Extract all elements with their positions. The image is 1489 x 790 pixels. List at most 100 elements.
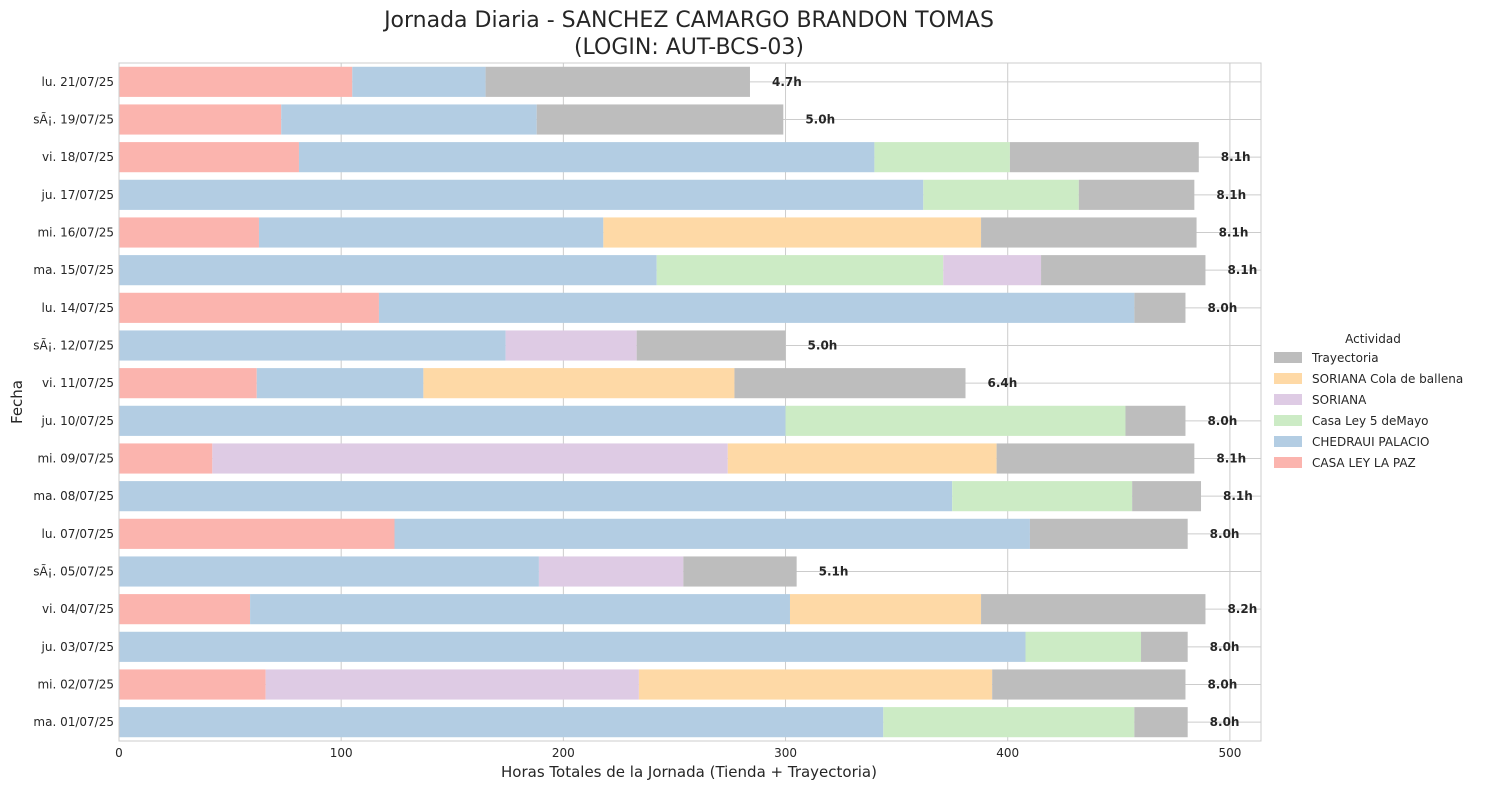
bar-total-label: 5.0h <box>808 339 838 353</box>
x-tick-label: 300 <box>774 746 797 760</box>
bar-segment <box>119 556 539 587</box>
bar-segment <box>996 443 1195 474</box>
bar-segment <box>119 104 282 135</box>
bar-segment <box>727 443 997 474</box>
legend-label: CASA LEY LA PAZ <box>1312 456 1416 470</box>
bar-total-label: 8.2h <box>1227 602 1257 616</box>
bar-segment <box>1134 292 1186 323</box>
bar-total-label: 8.0h <box>1210 640 1240 654</box>
bar-segment <box>119 179 924 210</box>
bar-segment <box>656 255 944 286</box>
bar-segment <box>119 368 257 399</box>
y-tick-label: sÃ¡. 05/07/25 <box>33 564 114 579</box>
y-tick-label: mi. 16/07/25 <box>37 226 114 240</box>
legend-swatch <box>1274 436 1302 447</box>
bar-segment <box>785 405 1126 436</box>
bar-segment <box>1078 179 1195 210</box>
x-tick-label: 200 <box>552 746 575 760</box>
bar-segment <box>789 594 982 625</box>
legend-swatch <box>1274 394 1302 405</box>
bar-segment <box>734 368 966 399</box>
bar-segment <box>638 669 993 700</box>
bar-segment <box>603 217 982 248</box>
bar-segment <box>981 217 1197 248</box>
y-tick-label: lu. 07/07/25 <box>42 527 114 541</box>
legend-swatch <box>1274 457 1302 468</box>
bar-total-label: 8.1h <box>1223 489 1253 503</box>
y-tick-label: ju. 03/07/25 <box>41 640 114 654</box>
bar-segment <box>874 142 1010 173</box>
bar-segment <box>119 518 395 549</box>
bar-segment <box>1132 481 1202 512</box>
legend-swatch <box>1274 352 1302 363</box>
legend-label: SORIANA Cola de ballena <box>1312 372 1463 386</box>
legend-label: CHEDRAUI PALACIO <box>1312 435 1429 449</box>
bar-segment <box>119 142 299 173</box>
y-tick-label: mi. 09/07/25 <box>37 452 114 466</box>
x-tick-label: 500 <box>1218 746 1241 760</box>
y-tick-label: lu. 14/07/25 <box>42 301 114 315</box>
bar-segment <box>1025 631 1142 662</box>
bar-segment <box>265 669 639 700</box>
y-tick-label: vi. 11/07/25 <box>42 376 114 390</box>
bar-segment <box>281 104 537 135</box>
y-tick-label: ju. 17/07/25 <box>41 188 114 202</box>
bar-segment <box>378 292 1135 323</box>
bar-segment <box>250 594 790 625</box>
y-tick-label: sÃ¡. 12/07/25 <box>33 338 114 353</box>
bar-total-label: 6.4h <box>988 376 1018 390</box>
legend: Actividad Trayectoria SORIANA Cola de bal… <box>1274 332 1463 470</box>
bar-segment <box>423 368 735 399</box>
legend-label: Trayectoria <box>1311 351 1379 365</box>
bar-segment <box>119 255 657 286</box>
bar-segment <box>1029 518 1188 549</box>
bar-total-label: 8.0h <box>1210 527 1240 541</box>
x-tick-label: 0 <box>115 746 123 760</box>
bar-total-label: 8.0h <box>1207 414 1237 428</box>
bar-total-label: 8.1h <box>1216 188 1246 202</box>
bar-segment <box>1134 707 1188 738</box>
bar-segment <box>923 179 1079 210</box>
bar-segment <box>992 669 1186 700</box>
bar-total-label: 8.0h <box>1207 301 1237 315</box>
legend-title: Actividad <box>1345 332 1401 346</box>
y-tick-labels: lu. 21/07/25 sÃ¡. 19/07/25 vi. 18/07/25 ju.… <box>33 75 114 729</box>
x-tick-labels: 0 100 200 300 400 500 <box>115 746 1241 760</box>
bars-group <box>119 66 1206 738</box>
bar-segment <box>119 292 379 323</box>
y-tick-label: vi. 04/07/25 <box>42 602 114 616</box>
bar-segment <box>636 330 786 361</box>
bar-total-label: 8.0h <box>1210 715 1240 729</box>
bar-total-label: 8.1h <box>1221 150 1251 164</box>
y-tick-label: lu. 21/07/25 <box>42 75 114 89</box>
y-tick-label: vi. 18/07/25 <box>42 150 114 164</box>
plot-frame <box>118 62 1262 742</box>
bar-total-label: 8.1h <box>1219 226 1249 240</box>
bar-segment <box>119 217 259 248</box>
bar-total-label: 5.0h <box>805 113 835 127</box>
bar-segment <box>119 405 786 436</box>
bar-segment <box>119 481 953 512</box>
bar-segment <box>538 556 684 587</box>
y-tick-label: ma. 15/07/25 <box>33 263 114 277</box>
bar-total-label: 5.1h <box>819 565 849 579</box>
bar-segment <box>952 481 1133 512</box>
bar-segment <box>119 443 213 474</box>
chart-title-line2: (LOGIN: AUT-BCS-03) <box>574 35 804 60</box>
y-tick-label: sÃ¡. 19/07/25 <box>33 112 114 127</box>
bar-segment <box>1125 405 1186 436</box>
y-tick-label: mi. 02/07/25 <box>37 678 114 692</box>
bar-total-label: 4.7h <box>772 75 802 89</box>
x-tick-label: 100 <box>330 746 353 760</box>
bar-segment <box>212 443 728 474</box>
bar-segment <box>119 631 1026 662</box>
bar-segment <box>683 556 797 587</box>
y-axis-label: Fecha <box>8 380 26 424</box>
chart-title-line1: Jornada Diaria - SANCHEZ CAMARGO BRANDON… <box>382 8 994 33</box>
bar-segment <box>256 368 424 399</box>
bar-segment <box>119 594 251 625</box>
bar-total-label: 8.0h <box>1207 678 1237 692</box>
bar-segment <box>1041 255 1206 286</box>
data-labels-group: 4.7h 5.0h 8.1h 8.1h 8.1h 8.1h 8.0h 5.0h 6.4h 8.0h… <box>772 75 1257 729</box>
